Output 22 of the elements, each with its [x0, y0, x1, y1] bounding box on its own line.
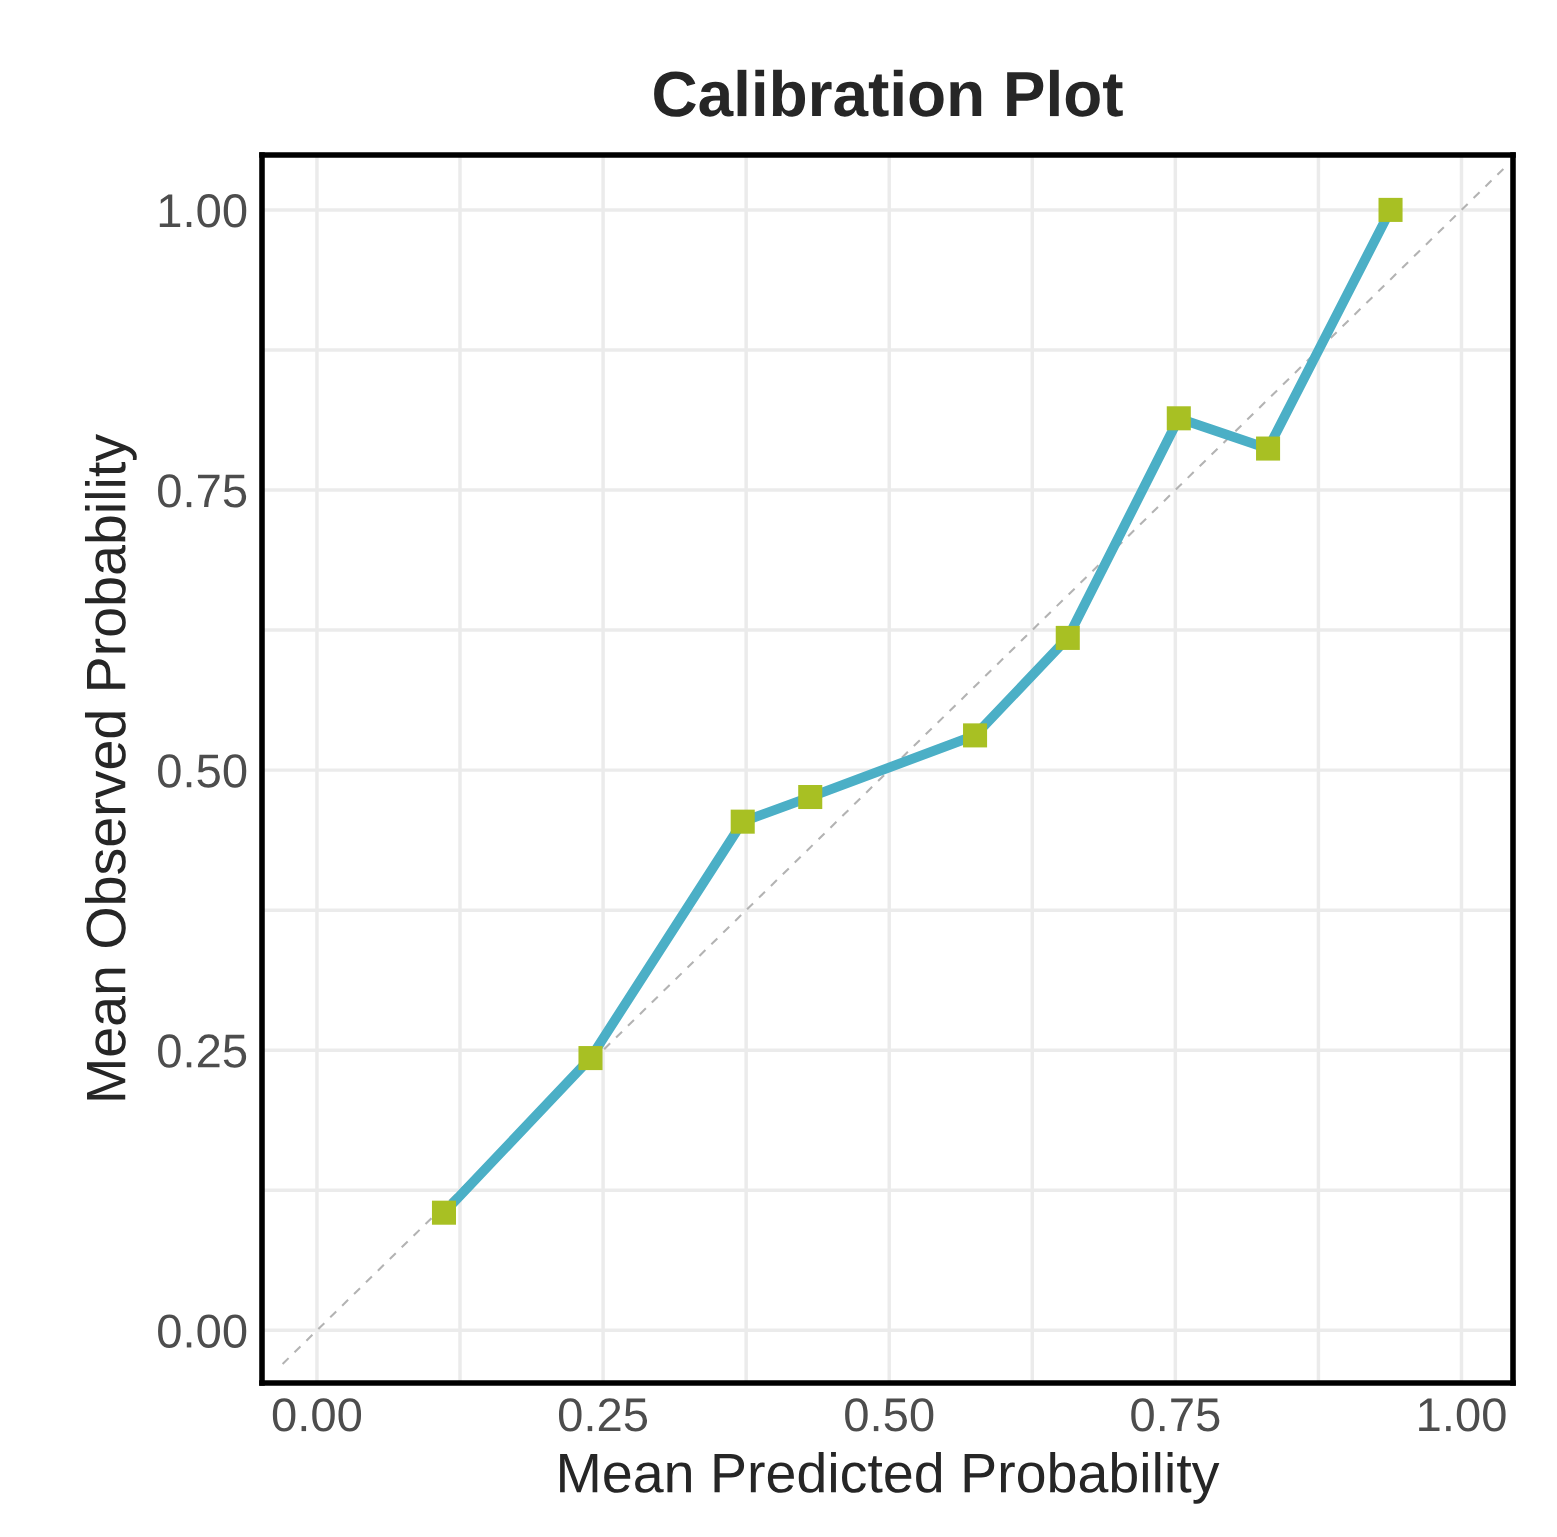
- y-tick-label: 0.00: [158, 1314, 247, 1348]
- y-tick-label: 0.25: [158, 1034, 247, 1068]
- point: [578, 1046, 603, 1071]
- point: [1166, 406, 1191, 431]
- x-tick-label: 0.25: [558, 1398, 648, 1432]
- y-tick-label: 1.00: [159, 194, 247, 228]
- x-axis-title: Mean Predicted Probability: [560, 1452, 1220, 1504]
- y-tick-label: 0.75: [158, 474, 247, 508]
- point: [431, 1200, 457, 1225]
- point: [1256, 436, 1281, 461]
- chart-title: Calibration Plot: [654, 69, 1123, 117]
- point: [1055, 625, 1080, 650]
- x-tick-label: 0.00: [272, 1398, 362, 1432]
- x-tick-label: 1.00: [1419, 1398, 1506, 1432]
- y-axis-title: Mean Observed Probability: [84, 434, 137, 1100]
- point: [730, 809, 755, 834]
- x-tick-label: 0.75: [1131, 1398, 1220, 1432]
- x-tick-label: 0.50: [845, 1398, 934, 1432]
- point: [1378, 197, 1403, 222]
- point: [798, 784, 823, 810]
- y-tick-label: 0.50: [158, 754, 247, 788]
- point: [963, 723, 988, 748]
